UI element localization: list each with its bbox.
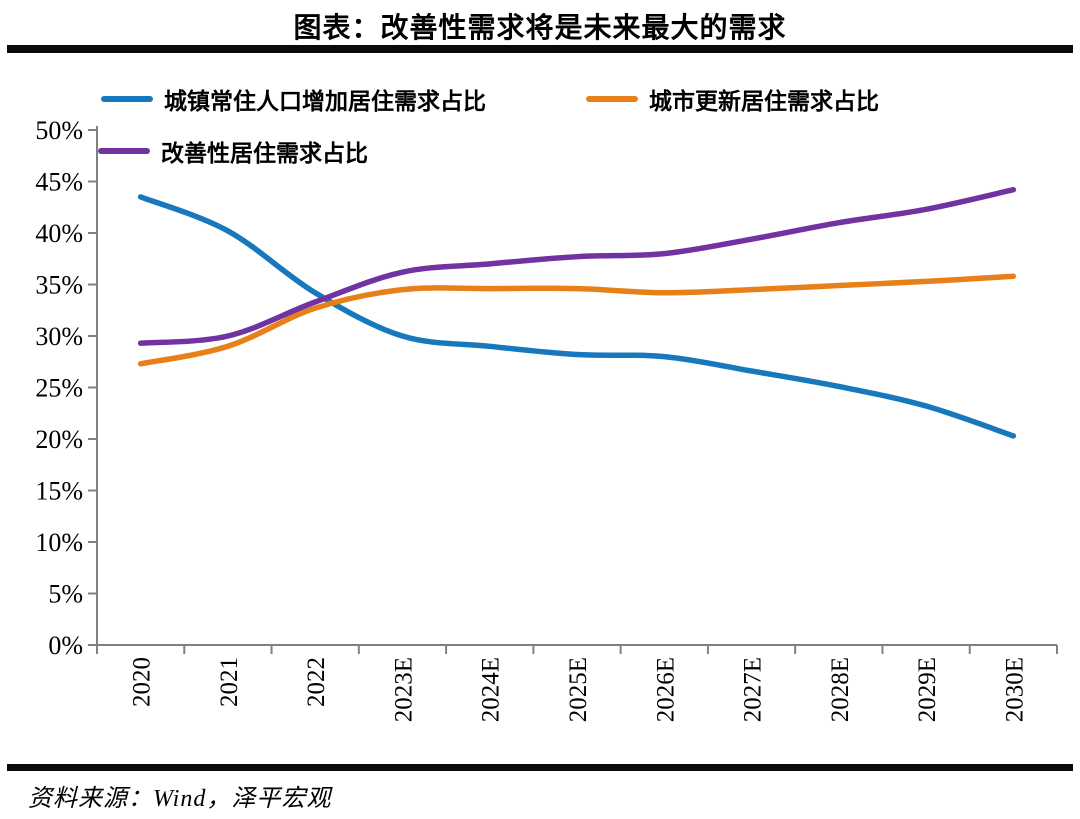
legend-swatch-orange-line-icon	[586, 96, 638, 102]
y-axis-label: 5%	[48, 580, 83, 609]
series-line-0	[137, 194, 1017, 439]
legend-item-urban-population: 城镇常住人口增加居住需求占比	[101, 82, 486, 116]
y-axis-label: 50%	[35, 116, 83, 145]
title-divider-bar	[7, 45, 1073, 53]
legend-label: 城镇常住人口增加居住需求占比	[164, 89, 486, 114]
y-axis-label: 10%	[35, 528, 83, 557]
x-axis-label: 2026E	[652, 657, 679, 722]
y-axis-label: 30%	[35, 322, 83, 351]
legend-label: 改善性居住需求占比	[161, 141, 368, 166]
y-axis-label: 15%	[35, 477, 83, 506]
legend-item-urban-renewal: 城市更新居住需求占比	[586, 82, 879, 116]
x-axis-label: 2024E	[478, 657, 505, 722]
x-axis-label: 2028E	[827, 657, 854, 722]
x-axis-label: 2020	[129, 657, 156, 707]
footer-divider-bar	[7, 764, 1073, 771]
x-axis-label: 2023E	[390, 657, 417, 722]
series-line-1	[137, 273, 1017, 367]
chart-title: 图表：改善性需求将是未来最大的需求	[293, 13, 787, 44]
x-axis-label: 2030E	[1001, 657, 1028, 722]
y-axis-label: 25%	[35, 374, 83, 403]
source-note: 资料来源：Wind，泽平宏观	[28, 786, 332, 812]
legend-label: 城市更新居住需求占比	[649, 89, 879, 114]
y-axis-label: 35%	[35, 271, 83, 300]
y-axis-label: 20%	[35, 425, 83, 454]
legend-item-improvement: 改善性居住需求占比	[98, 134, 368, 168]
legend-swatch-blue-line-icon	[101, 96, 153, 102]
line-chart-plot: 0% 5% 10% 15% 20% 25% 30% 35% 40% 45% 50% 2020 2021 2…	[35, 116, 1058, 722]
x-axis-label: 2027E	[740, 657, 767, 722]
y-axis-label: 0%	[48, 631, 83, 660]
legend-swatch-purple-line-icon	[98, 148, 150, 154]
series-line-2	[137, 186, 1017, 346]
y-axis-label: 40%	[35, 219, 83, 248]
x-axis-label: 2025E	[565, 657, 592, 722]
x-axis-label: 2021	[216, 657, 243, 707]
y-axis-label: 45%	[35, 168, 83, 197]
x-axis-label: 2022	[303, 657, 330, 707]
x-axis-label: 2029E	[914, 657, 941, 722]
